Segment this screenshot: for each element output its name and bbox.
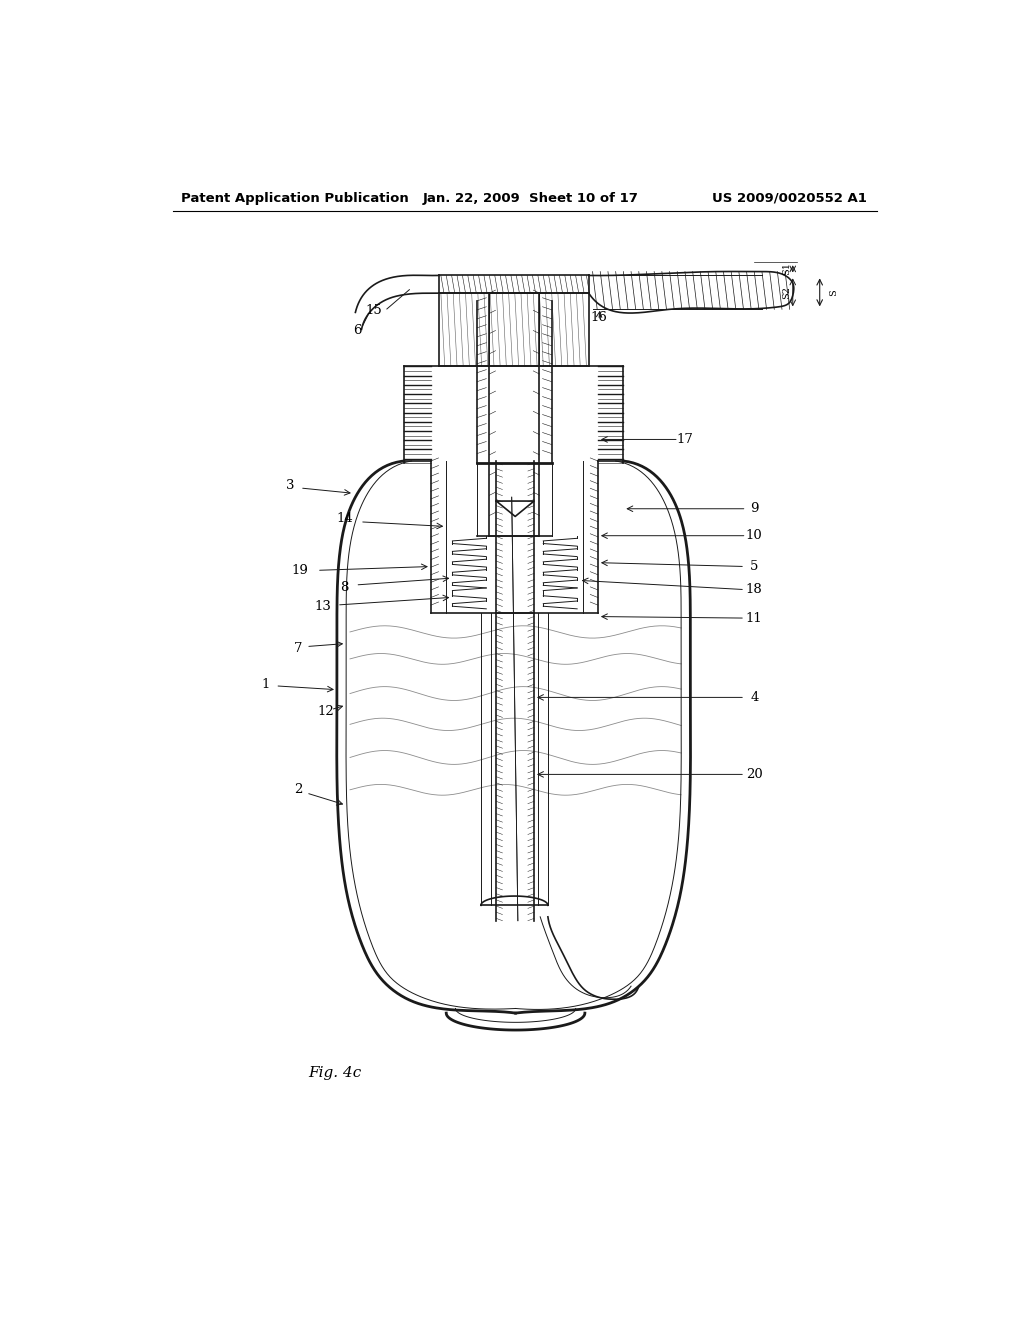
Text: US 2009/0020552 A1: US 2009/0020552 A1	[712, 191, 866, 205]
Text: 16: 16	[590, 312, 607, 325]
Text: S: S	[829, 289, 838, 296]
Text: Patent Application Publication: Patent Application Publication	[180, 191, 409, 205]
Text: Jan. 22, 2009  Sheet 10 of 17: Jan. 22, 2009 Sheet 10 of 17	[423, 191, 639, 205]
Text: 17: 17	[677, 433, 693, 446]
Text: 7: 7	[294, 642, 303, 655]
Text: 15: 15	[366, 305, 382, 317]
Text: 20: 20	[745, 768, 763, 781]
Text: 18: 18	[745, 583, 763, 597]
Text: 10: 10	[745, 529, 763, 543]
Text: S1: S1	[782, 263, 791, 276]
Text: 4: 4	[750, 690, 759, 704]
Text: 11: 11	[745, 611, 763, 624]
Text: 14: 14	[336, 512, 353, 525]
Text: 1: 1	[261, 677, 269, 690]
Text: 13: 13	[314, 601, 332, 612]
Text: 9: 9	[750, 502, 759, 515]
Text: S2: S2	[782, 286, 791, 298]
Text: 2: 2	[294, 783, 303, 796]
Text: 6: 6	[353, 323, 361, 337]
Text: 3: 3	[287, 479, 295, 492]
Text: Fig. 4c: Fig. 4c	[308, 1067, 361, 1080]
Text: 8: 8	[340, 581, 349, 594]
Text: 19: 19	[292, 564, 308, 577]
Text: 5: 5	[750, 560, 759, 573]
Text: 12: 12	[317, 705, 335, 718]
